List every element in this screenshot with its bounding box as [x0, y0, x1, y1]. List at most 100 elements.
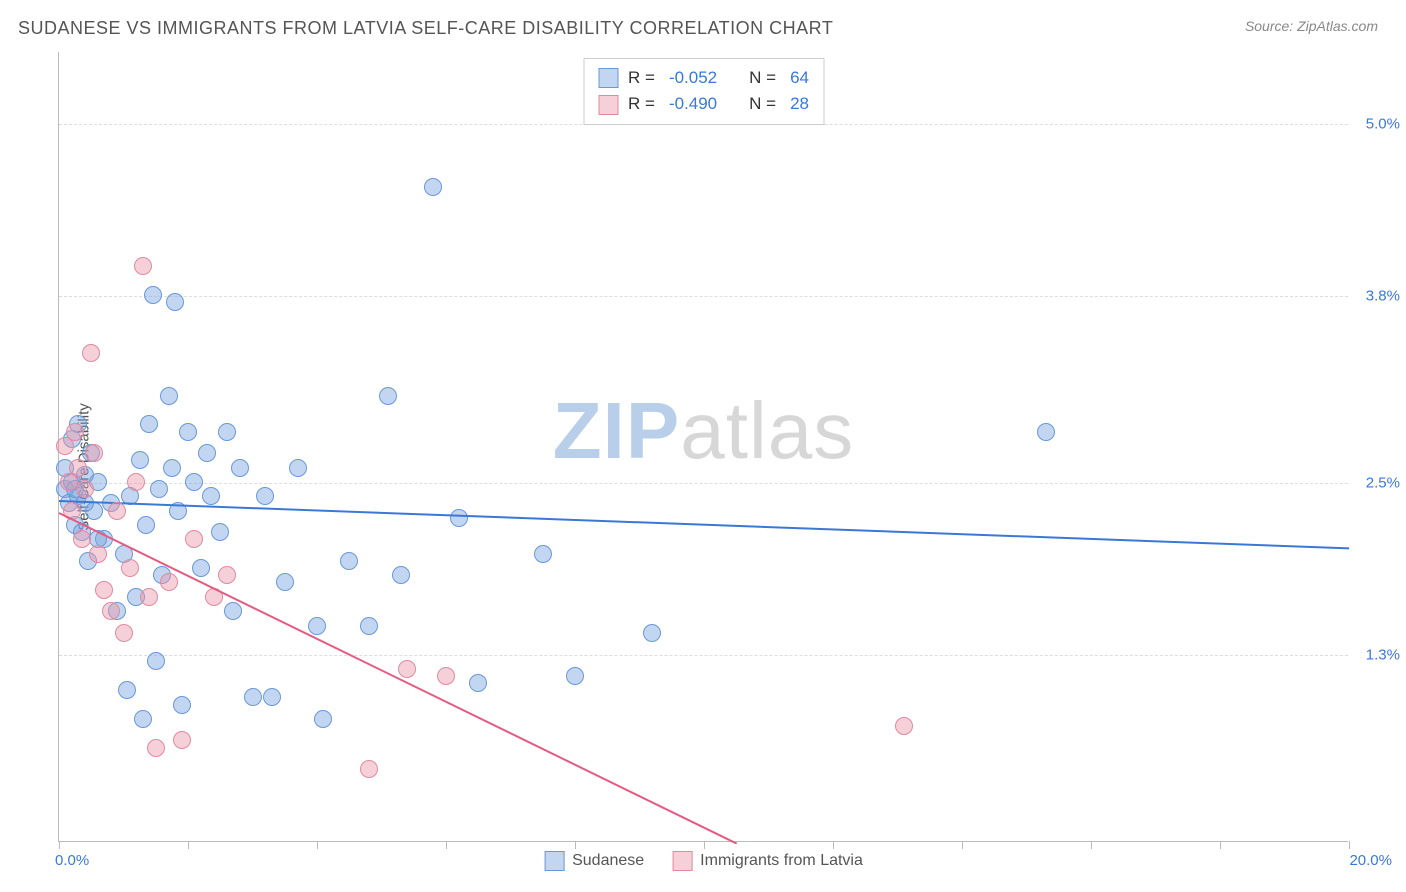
- data-point: [134, 710, 152, 728]
- header: SUDANESE VS IMMIGRANTS FROM LATVIA SELF-…: [0, 0, 1406, 47]
- data-point: [85, 444, 103, 462]
- data-point: [218, 566, 236, 584]
- data-point: [185, 530, 203, 548]
- legend-swatch-bottom-0: [544, 851, 564, 871]
- data-point: [163, 459, 181, 477]
- data-point: [263, 688, 281, 706]
- data-point: [166, 293, 184, 311]
- data-point: [95, 581, 113, 599]
- data-point: [127, 473, 145, 491]
- data-point: [424, 178, 442, 196]
- data-point: [134, 257, 152, 275]
- legend-stats-row: R = -0.052 N = 64: [598, 65, 809, 91]
- data-point: [256, 487, 274, 505]
- data-point: [469, 674, 487, 692]
- watermark-atlas: atlas: [680, 386, 854, 475]
- x-tick: [317, 841, 318, 849]
- chart-container: Self-Care Disability ZIPatlas R = -0.052…: [18, 52, 1388, 882]
- x-tick: [446, 841, 447, 849]
- data-point: [150, 480, 168, 498]
- x-axis-max-label: 20.0%: [1349, 852, 1392, 869]
- data-point: [76, 480, 94, 498]
- data-point: [160, 387, 178, 405]
- legend-series: Sudanese Immigrants from Latvia: [544, 851, 863, 871]
- data-point: [211, 523, 229, 541]
- data-point: [131, 451, 149, 469]
- y-tick-label: 5.0%: [1366, 115, 1400, 132]
- x-tick: [59, 841, 60, 849]
- data-point: [192, 559, 210, 577]
- gridline: [59, 483, 1348, 484]
- x-tick: [962, 841, 963, 849]
- data-point: [224, 602, 242, 620]
- legend-swatch-series-1: [598, 95, 618, 115]
- x-tick: [833, 841, 834, 849]
- data-point: [360, 617, 378, 635]
- data-point: [1037, 423, 1055, 441]
- data-point: [392, 566, 410, 584]
- legend-stats: R = -0.052 N = 64 R = -0.490 N = 28: [583, 58, 824, 125]
- data-point: [340, 552, 358, 570]
- x-tick: [575, 841, 576, 849]
- y-tick-label: 1.3%: [1366, 647, 1400, 664]
- x-tick: [1349, 841, 1350, 849]
- data-point: [534, 545, 552, 563]
- data-point: [102, 602, 120, 620]
- legend-r-value-0: -0.052: [669, 65, 717, 91]
- data-point: [276, 573, 294, 591]
- data-point: [118, 681, 136, 699]
- data-point: [121, 559, 139, 577]
- data-point: [108, 502, 126, 520]
- data-point: [450, 509, 468, 527]
- legend-label-1: Immigrants from Latvia: [700, 852, 863, 870]
- legend-r-label: R =: [628, 91, 655, 117]
- data-point: [137, 516, 155, 534]
- data-point: [289, 459, 307, 477]
- data-point: [398, 660, 416, 678]
- gridline: [59, 296, 1348, 297]
- legend-swatch-series-0: [598, 68, 618, 88]
- y-tick-label: 2.5%: [1366, 474, 1400, 491]
- data-point: [82, 344, 100, 362]
- data-point: [308, 617, 326, 635]
- data-point: [115, 624, 133, 642]
- data-point: [379, 387, 397, 405]
- legend-n-label: N =: [749, 65, 776, 91]
- chart-title: SUDANESE VS IMMIGRANTS FROM LATVIA SELF-…: [18, 18, 833, 39]
- data-point: [173, 731, 191, 749]
- data-point: [179, 423, 197, 441]
- data-point: [160, 573, 178, 591]
- data-point: [69, 459, 87, 477]
- data-point: [360, 760, 378, 778]
- watermark-zip: ZIP: [553, 386, 680, 475]
- legend-n-label: N =: [749, 91, 776, 117]
- x-tick: [1220, 841, 1221, 849]
- data-point: [437, 667, 455, 685]
- data-point: [566, 667, 584, 685]
- legend-swatch-bottom-1: [672, 851, 692, 871]
- data-point: [89, 545, 107, 563]
- data-point: [244, 688, 262, 706]
- legend-r-label: R =: [628, 65, 655, 91]
- x-tick: [1091, 841, 1092, 849]
- legend-item-1: Immigrants from Latvia: [672, 851, 863, 871]
- data-point: [173, 696, 191, 714]
- data-point: [198, 444, 216, 462]
- plot-area: ZIPatlas R = -0.052 N = 64 R = -0.490 N …: [58, 52, 1348, 842]
- data-point: [73, 530, 91, 548]
- data-point: [202, 487, 220, 505]
- data-point: [140, 588, 158, 606]
- data-point: [144, 286, 162, 304]
- data-point: [185, 473, 203, 491]
- data-point: [314, 710, 332, 728]
- data-point: [231, 459, 249, 477]
- watermark: ZIPatlas: [553, 385, 854, 477]
- x-axis-min-label: 0.0%: [55, 852, 89, 869]
- data-point: [643, 624, 661, 642]
- data-point: [218, 423, 236, 441]
- data-point: [147, 652, 165, 670]
- legend-r-value-1: -0.490: [669, 91, 717, 117]
- legend-label-0: Sudanese: [572, 852, 644, 870]
- source-credit: Source: ZipAtlas.com: [1245, 18, 1378, 34]
- gridline: [59, 655, 1348, 656]
